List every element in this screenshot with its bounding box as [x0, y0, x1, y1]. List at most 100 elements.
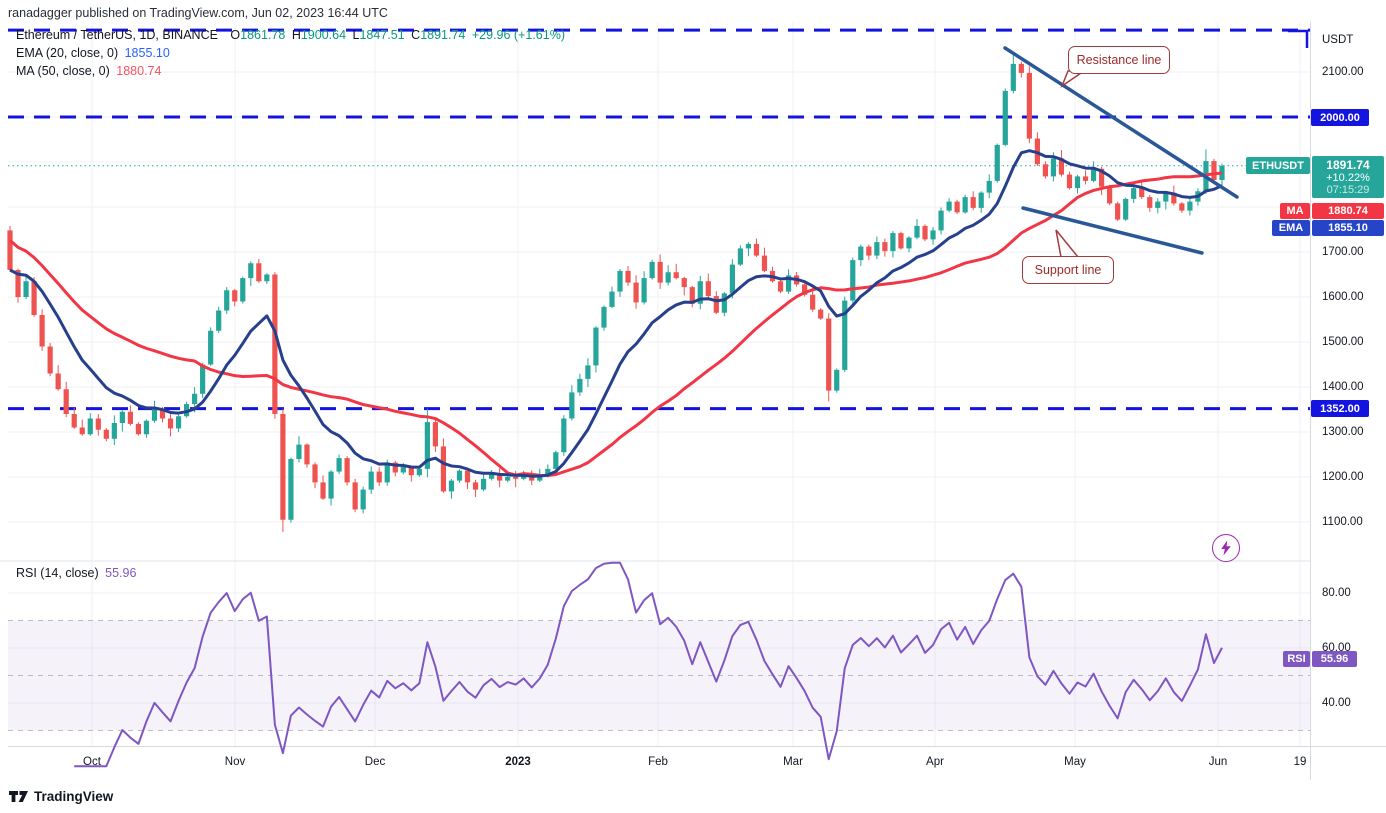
candle-body: [649, 261, 655, 279]
candle-body: [151, 408, 158, 421]
low-value: 1847.51: [359, 28, 405, 42]
time-axis-label: 2023: [505, 756, 531, 768]
ma-50-line: [9, 171, 1223, 477]
candle-body: [200, 364, 206, 394]
candle-body: [946, 201, 952, 211]
rsi-axis-label: 40.00: [1322, 697, 1351, 709]
ma-legend-row: MA (50, close, 0) 1880.74: [16, 64, 164, 78]
candle-body: [79, 427, 85, 435]
candle-body: [561, 418, 567, 453]
candle-body: [87, 418, 93, 435]
candle-body: [882, 242, 888, 252]
candle-body: [208, 330, 214, 365]
time-axis-label: Mar: [783, 756, 803, 768]
candle-body: [15, 270, 21, 297]
candle-body: [673, 272, 679, 279]
ma-value-badge: 1880.74: [1312, 203, 1384, 219]
candle-body: [1018, 63, 1024, 73]
candle-body: [320, 482, 326, 499]
candle-body: [352, 482, 358, 510]
candle-body: [63, 389, 69, 414]
candle-body: [593, 327, 599, 366]
candle-body: [802, 284, 808, 295]
symbol-price: 1891.74: [1326, 158, 1370, 172]
candle-body: [978, 192, 984, 208]
candle-body: [761, 255, 768, 271]
candle-body: [601, 306, 607, 328]
candle-body: [577, 378, 583, 393]
candle-body: [143, 420, 150, 435]
open-label: O: [230, 28, 241, 42]
candle-body: [962, 197, 968, 213]
ema-tag-badge: EMA: [1272, 220, 1310, 236]
candle-body: [119, 411, 125, 423]
candle-body: [890, 233, 896, 252]
candle-body: [986, 180, 992, 193]
candle-body: [818, 309, 824, 319]
candle-body: [47, 346, 53, 374]
candle-body: [288, 459, 294, 520]
candle-body: [914, 225, 920, 238]
candle-body: [721, 293, 727, 313]
tradingview-logo[interactable]: TradingView: [8, 789, 113, 804]
boost-button[interactable]: [1212, 534, 1240, 562]
candle-body: [633, 282, 639, 303]
candle-body: [448, 480, 455, 492]
candle-body: [1042, 164, 1049, 177]
candle-body: [336, 458, 342, 472]
candle-body: [954, 201, 960, 213]
candle-body: [456, 470, 463, 481]
candle-body: [1123, 198, 1129, 220]
candle-body: [103, 429, 109, 439]
candle-body: [930, 230, 936, 240]
rsi-value-badge: 55.96: [1312, 651, 1357, 667]
time-axis-label: Feb: [648, 756, 668, 768]
candle-body: [810, 294, 816, 310]
candle-body: [368, 471, 374, 490]
resistance-trendline: [1003, 46, 1239, 199]
candle-body: [737, 248, 744, 265]
candle-body: [135, 423, 142, 435]
candle-body: [1010, 63, 1016, 91]
candle-body: [39, 315, 45, 347]
symbol-change: +10.22%: [1326, 172, 1370, 184]
candle-body: [1155, 201, 1161, 208]
candle-body: [31, 281, 37, 315]
rsi-axis-label: 80.00: [1322, 587, 1351, 599]
candle-body: [777, 281, 784, 292]
candle-body: [1090, 168, 1097, 181]
candle-body: [7, 230, 13, 270]
time-axis-label: Dec: [364, 756, 386, 768]
candle-body: [344, 458, 350, 483]
candle-body: [625, 270, 631, 283]
price-axis-label: 2100.00: [1322, 66, 1364, 78]
price-axis-label: 1300.00: [1322, 426, 1364, 438]
candle-body: [713, 296, 719, 313]
time-axis-label: Oct: [83, 756, 101, 768]
candle-body: [111, 423, 117, 439]
candle-body: [697, 281, 703, 304]
symbol-legend-row: Ethereum / TetherUS, 1D, BINANCE O1861.7…: [16, 28, 568, 42]
candle-body: [553, 452, 559, 469]
high-label: H: [291, 28, 301, 42]
change-value: +29.96 (+1.61%): [471, 28, 565, 42]
candle-body: [1219, 165, 1225, 180]
candle-body: [167, 418, 174, 429]
symbol-tag-badge: ETHUSDT: [1246, 157, 1310, 174]
level-badge-2000: 2000.00: [1311, 109, 1369, 126]
price-axis-label: 1200.00: [1322, 471, 1364, 483]
high-value: 1900.64: [300, 28, 347, 42]
candle-body: [424, 422, 430, 469]
ma-label: MA (50, close, 0): [16, 64, 110, 78]
candle-body: [537, 476, 543, 481]
time-axis-label: May: [1064, 756, 1086, 768]
candle-body: [95, 418, 101, 430]
candle-body: [826, 318, 832, 391]
candle-body: [1211, 161, 1217, 180]
candle-body: [729, 264, 735, 294]
time-axis-label: Nov: [224, 756, 246, 768]
candle-body: [994, 144, 1000, 181]
candle-body: [842, 300, 848, 370]
candle-body: [376, 471, 382, 483]
